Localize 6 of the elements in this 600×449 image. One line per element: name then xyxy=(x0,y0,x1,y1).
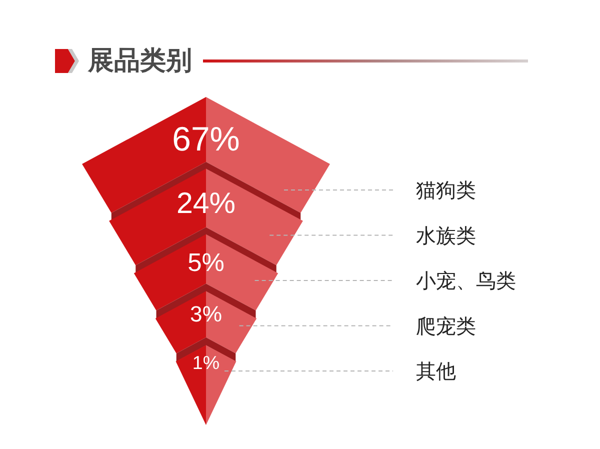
text: 展品类别 xyxy=(87,46,192,76)
category-label: 其他 xyxy=(416,359,456,383)
category-label: 爬宠类 xyxy=(416,314,476,338)
category-label: 小宠、鸟类 xyxy=(416,268,516,292)
category-label: 水族类 xyxy=(416,223,476,248)
category-label: 猫狗类 xyxy=(416,178,476,202)
